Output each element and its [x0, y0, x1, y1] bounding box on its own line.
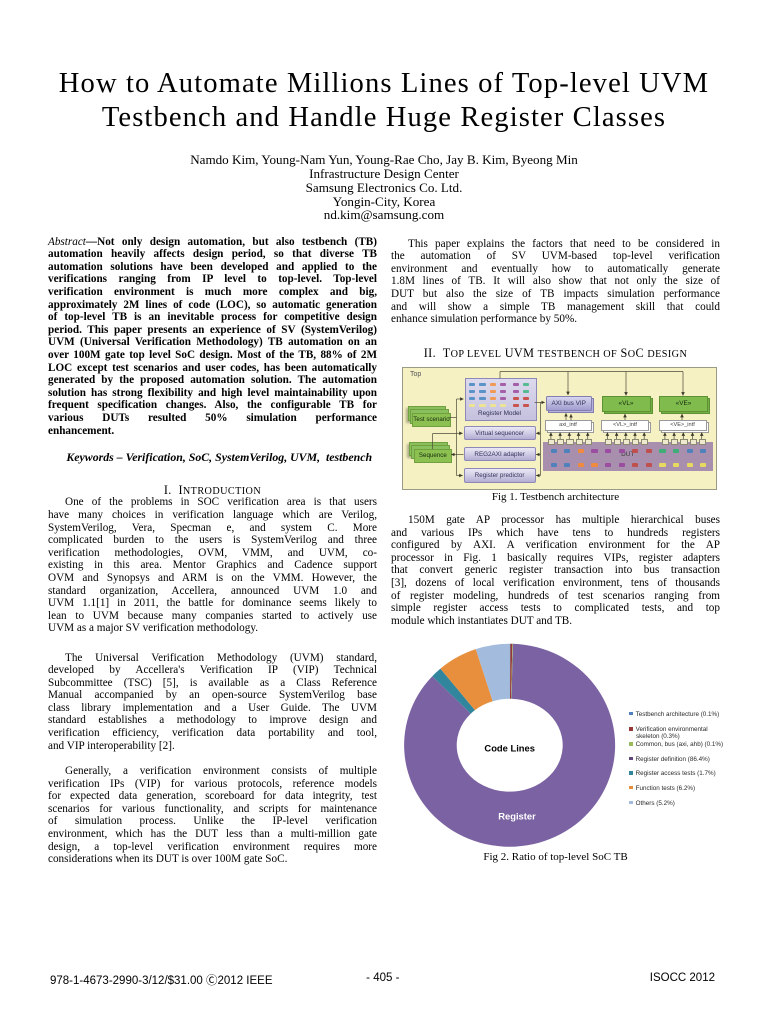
svg-text:Register: Register [498, 811, 536, 822]
svg-text:Code Lines: Code Lines [484, 743, 535, 754]
